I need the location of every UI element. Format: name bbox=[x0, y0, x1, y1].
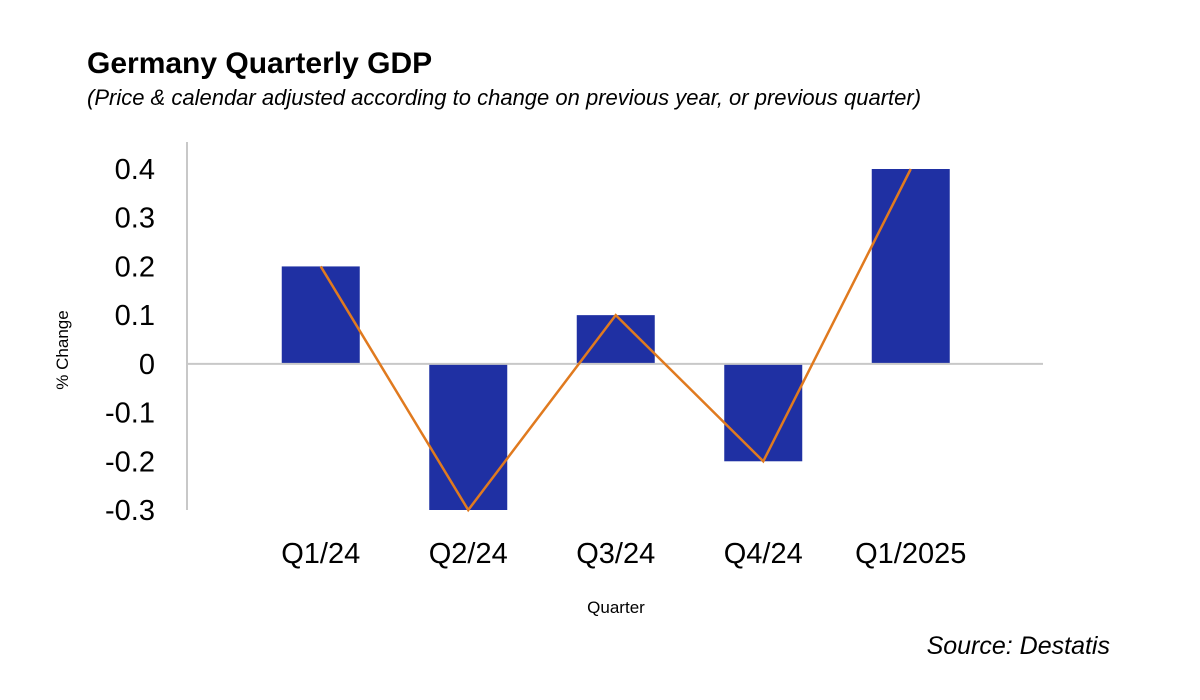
y-tick-label: 0 bbox=[139, 349, 155, 381]
x-tick-label: Q2/24 bbox=[429, 538, 508, 570]
bar bbox=[281, 266, 360, 364]
chart-subtitle: (Price & calendar adjusted according to … bbox=[87, 85, 922, 110]
y-tick-label: 0.4 bbox=[115, 154, 155, 186]
x-tick-label: Q3/24 bbox=[576, 538, 655, 570]
y-axis-title: % Change bbox=[53, 310, 72, 389]
x-axis-ticks: Q1/24 Q2/24 Q3/24 Q4/24 Q1/2025 bbox=[281, 538, 966, 570]
y-tick-label: -0.3 bbox=[105, 495, 155, 527]
y-axis-ticks: -0.3 -0.2 -0.1 0 0.1 0.2 0.3 0.4 bbox=[105, 154, 155, 527]
bar-series bbox=[281, 169, 950, 510]
y-tick-label: 0.1 bbox=[115, 300, 155, 332]
trend-line bbox=[319, 168, 912, 513]
bar bbox=[576, 315, 655, 364]
bar bbox=[724, 363, 803, 462]
x-tick-label: Q1/2025 bbox=[855, 538, 966, 570]
x-axis-title: Quarter bbox=[587, 598, 645, 617]
y-tick-label: 0.2 bbox=[115, 251, 155, 283]
source-note: Source: Destatis bbox=[926, 632, 1110, 660]
y-tick-label: -0.2 bbox=[105, 446, 155, 478]
y-tick-label: 0.3 bbox=[115, 203, 155, 235]
bar bbox=[429, 363, 508, 510]
x-tick-label: Q1/24 bbox=[281, 538, 360, 570]
y-tick-label: -0.1 bbox=[105, 398, 155, 430]
chart-title: Germany Quarterly GDP bbox=[87, 47, 433, 80]
x-tick-label: Q4/24 bbox=[724, 538, 803, 570]
bar bbox=[871, 169, 950, 364]
